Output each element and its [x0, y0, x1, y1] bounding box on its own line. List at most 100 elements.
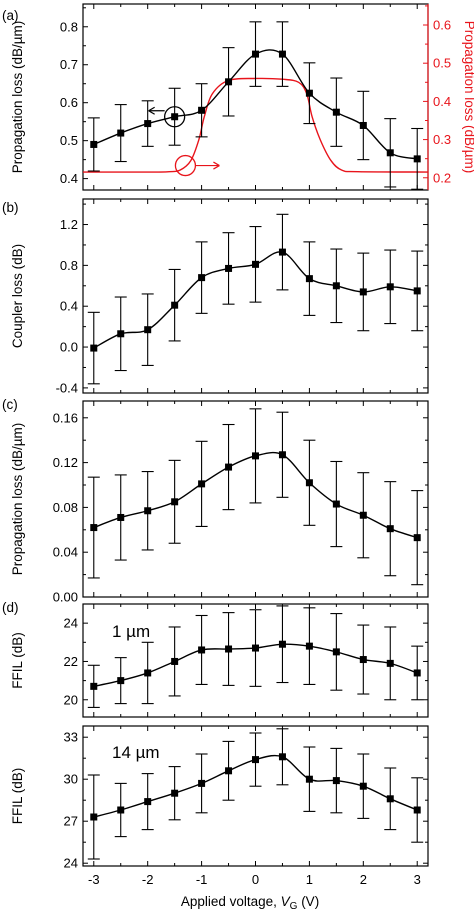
- data-point: [144, 326, 152, 334]
- data-point: [90, 344, 98, 352]
- panel-label-c: (c): [2, 397, 18, 412]
- x-tick-label: -2: [142, 872, 154, 887]
- data-point: [198, 274, 206, 282]
- data-point: [278, 50, 286, 58]
- y-tick-label: 0.04: [53, 545, 78, 560]
- panel-label-a: (a): [2, 8, 19, 23]
- data-point: [144, 798, 152, 806]
- panel-c: (c) 0.00 0.04 0.08 0.12 0.16 Propagation loss…: [2, 397, 429, 605]
- data-point: [90, 524, 98, 532]
- y-axis-title: Propagation loss (dB/µm): [10, 423, 25, 576]
- y-tick-label: 1.2: [60, 217, 78, 232]
- x-tick-label: 3: [414, 872, 421, 887]
- y2-axis-title: Propagation loss (dB/µm): [462, 21, 474, 174]
- data-point: [144, 120, 152, 128]
- data-point: [171, 301, 179, 309]
- data-point: [359, 288, 367, 296]
- data-point: [90, 813, 98, 821]
- data-point: [305, 275, 313, 283]
- data-point: [386, 525, 394, 533]
- data-point: [359, 511, 367, 519]
- y2-tick-label: 0.2: [433, 170, 451, 185]
- y-tick-label: 0.6: [60, 95, 78, 110]
- data-point: [386, 659, 394, 667]
- y-axis-title: FFIL (dB): [10, 768, 25, 825]
- data-point: [252, 452, 259, 460]
- y-tick-label: 24: [64, 856, 78, 871]
- series-red-line: [82, 77, 429, 173]
- y2-tick-label: 0.6: [433, 18, 451, 33]
- y2-tick-label: 0.4: [433, 94, 451, 109]
- data-point: [117, 129, 125, 137]
- data-point: [386, 795, 394, 803]
- y-tick-label: -0.4: [56, 380, 78, 395]
- y-tick-label: 20: [64, 692, 78, 707]
- data-point: [332, 108, 340, 116]
- panel-a: (a) 0.4 0.5 0.6 0.7 0.8 Propagation loss (dB/…: [2, 3, 474, 191]
- data-point: [171, 113, 179, 121]
- x-axis-title: Applied voltage, VG (V): [181, 894, 319, 912]
- y-tick-label: 0.0: [60, 340, 78, 355]
- annotation-circle: [174, 154, 197, 177]
- data-point: [225, 463, 233, 471]
- y-tick-label: 0.5: [60, 133, 78, 148]
- y-tick-label: 0.4: [60, 171, 78, 186]
- data-point: [359, 121, 367, 129]
- x-tick-label: -1: [196, 872, 208, 887]
- data-point: [117, 677, 125, 685]
- data-point: [90, 682, 98, 690]
- data-point: [305, 479, 313, 487]
- data-point: [278, 753, 286, 761]
- data-point: [413, 155, 421, 163]
- data-point: [198, 779, 206, 787]
- data-point: [225, 767, 233, 775]
- data-point: [413, 806, 421, 814]
- y2-tick-label: 0.3: [433, 132, 451, 147]
- data-point: [359, 782, 367, 790]
- data-point: [252, 644, 259, 652]
- y-axis-title: FFIL (dB): [10, 632, 25, 689]
- data-point: [252, 50, 259, 58]
- y-axis-title: Propagation loss (dB/µm): [10, 21, 25, 174]
- data-point: [225, 264, 233, 272]
- y-tick-label: 24: [64, 616, 78, 631]
- data-point: [117, 513, 125, 521]
- data-point: [332, 282, 340, 290]
- data-point: [332, 500, 340, 508]
- data-point: [332, 777, 340, 785]
- data-point: [359, 656, 367, 664]
- y-tick-label: 0.7: [60, 57, 78, 72]
- y-tick-label: 0.12: [53, 455, 78, 470]
- annotation-arrowhead: [213, 161, 220, 170]
- data-point: [305, 775, 313, 783]
- y-tick-label: 0.8: [60, 19, 78, 34]
- data-point: [305, 642, 313, 650]
- y-tick-label: 22: [64, 654, 78, 669]
- data-point: [278, 451, 286, 459]
- panel-label-b: (b): [2, 200, 19, 215]
- y-tick-label: 0.00: [53, 590, 78, 605]
- x-tick-label: 1: [306, 872, 313, 887]
- data-point: [144, 669, 152, 677]
- data-point: [171, 657, 179, 665]
- panel-label-d: (d): [2, 600, 19, 615]
- y-tick-label: 0.16: [53, 410, 78, 425]
- data-point: [278, 248, 286, 256]
- data-point: [413, 287, 421, 295]
- panel-d-14um: 14 µm -3 -2 -1 0 1 2 3 24 27 30 33 FFIL (dB): [10, 725, 429, 887]
- data-point: [252, 756, 259, 764]
- panel-annotation-14um: 14 µm: [112, 743, 160, 762]
- data-point: [413, 534, 421, 542]
- y-tick-label: 0.4: [60, 299, 78, 314]
- data-point: [117, 330, 125, 338]
- x-tick-label: -3: [88, 872, 100, 887]
- panel-b: (b) -0.4 0.0 0.4 0.8 1.2 Coupler loss (dB): [2, 198, 429, 395]
- y-axis-title: Coupler loss (dB): [10, 244, 25, 348]
- data-point: [278, 640, 286, 648]
- data-point: [171, 498, 179, 506]
- y-tick-label: 0.08: [53, 500, 78, 515]
- y-tick-label: 0.8: [60, 258, 78, 273]
- data-point: [144, 507, 152, 515]
- data-point: [225, 645, 233, 653]
- data-point: [198, 106, 206, 114]
